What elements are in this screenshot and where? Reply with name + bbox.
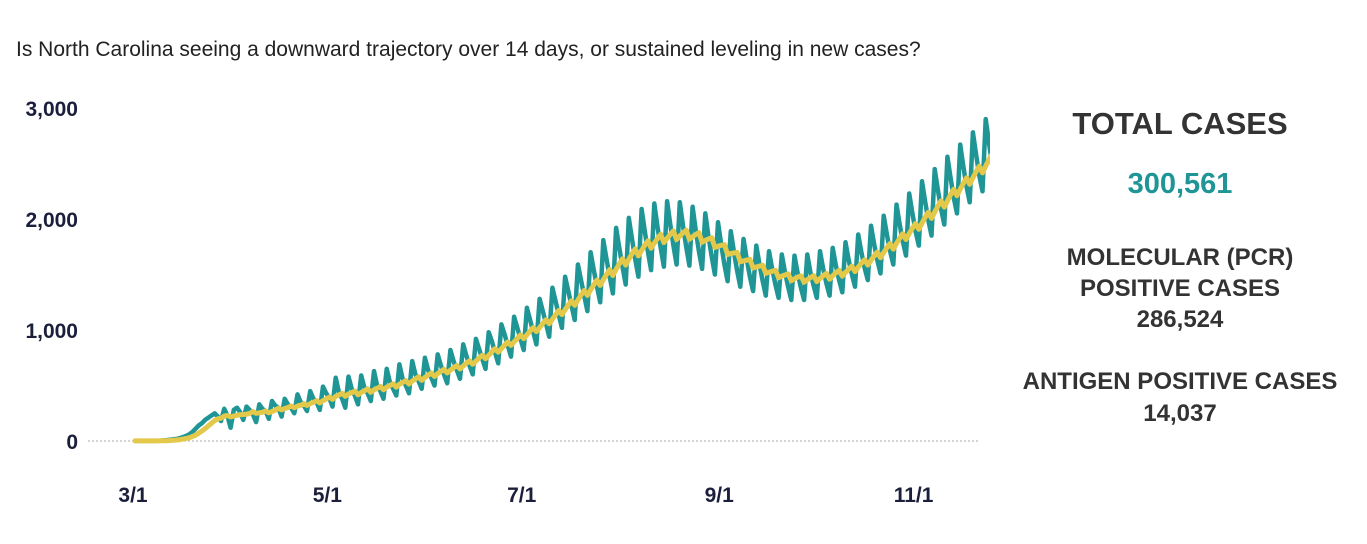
antigen-cases-value: 14,037 [1143,400,1217,427]
y-tick-label: 3,000 [25,98,78,121]
y-axis: 0 1,000 2,000 3,000 [25,98,78,454]
chart-title: Is North Carolina seeing a downward traj… [16,38,921,61]
y-tick-label: 0 [66,431,78,454]
y-tick-label: 1,000 [25,320,78,343]
x-tick-label: 3/1 [118,484,148,507]
pcr-cases-label: MOLECULAR (PCR) POSITIVE CASES [990,242,1367,304]
total-cases-value: 300,561 [1127,168,1233,200]
pcr-cases-value: 286,524 [1136,306,1224,333]
pcr-label-line1: MOLECULAR (PCR) [1066,244,1294,271]
x-tick-label: 5/1 [313,484,343,507]
x-axis: 3/1 5/1 7/1 9/1 11/1 [118,484,933,507]
seven-day-average-line [132,152,990,444]
x-tick-label: 7/1 [507,484,537,507]
y-tick-label: 2,000 [25,209,78,232]
total-cases-label: TOTAL CASES [1072,106,1288,141]
line-chart: 0 1,000 2,000 3,000 3/1 5/1 7/1 9/1 11/1 [25,98,990,507]
x-tick-label: 9/1 [705,484,735,507]
series-group [132,116,990,444]
x-tick-label: 11/1 [894,484,934,507]
pcr-label-line2: POSITIVE CASES [1079,275,1281,302]
antigen-cases-label: ANTIGEN POSITIVE CASES [1022,368,1338,395]
